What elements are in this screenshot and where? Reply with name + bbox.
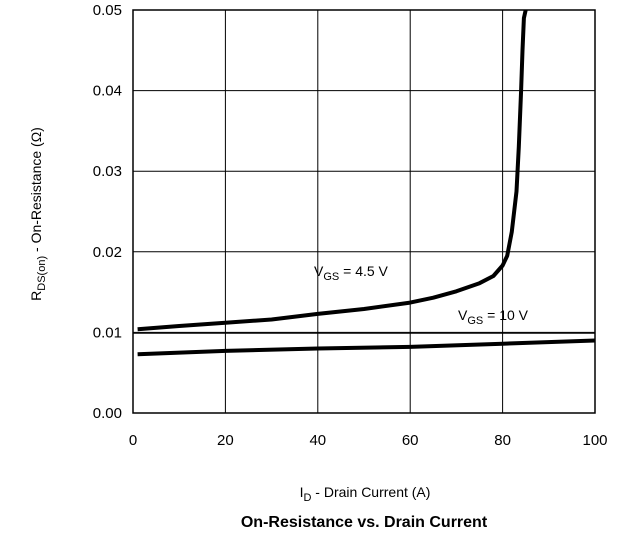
x-axis-label: ID - Drain Current (A) xyxy=(300,484,431,504)
y-tick-label: 0.00 xyxy=(93,405,122,422)
x-tick-label: 80 xyxy=(494,432,511,449)
grid xyxy=(133,10,595,413)
x-tick-label: 40 xyxy=(309,432,326,449)
chart-title: On-Resistance vs. Drain Current xyxy=(241,514,488,531)
plot-frame xyxy=(132,9,596,414)
series-line-1 xyxy=(137,338,596,357)
series-line-0 xyxy=(137,9,528,332)
y-tick-label: 0.03 xyxy=(93,163,122,180)
y-tick-label: 0.01 xyxy=(93,324,122,341)
x-tick-label: 20 xyxy=(217,432,234,449)
y-axis-label: RDS(on) - On-Resistance (Ω) xyxy=(28,127,48,301)
x-tick-label: 100 xyxy=(582,432,607,449)
y-tick-label: 0.02 xyxy=(93,244,122,261)
y-tick-label: 0.04 xyxy=(93,83,122,100)
y-tick-labels: 0.00 0.01 0.02 0.03 0.04 0.05 xyxy=(93,2,122,422)
series-layer xyxy=(137,9,596,357)
x-tick-label: 60 xyxy=(402,432,419,449)
y-tick-label: 0.05 xyxy=(93,2,122,19)
x-tick-label: 0 xyxy=(129,432,137,449)
series-label-vgs-10: VGS = 10 V xyxy=(458,307,529,327)
series-label-vgs-4.5: VGS = 4.5 V xyxy=(314,263,389,283)
x-tick-labels: 0 20 40 60 80 100 xyxy=(129,432,608,449)
